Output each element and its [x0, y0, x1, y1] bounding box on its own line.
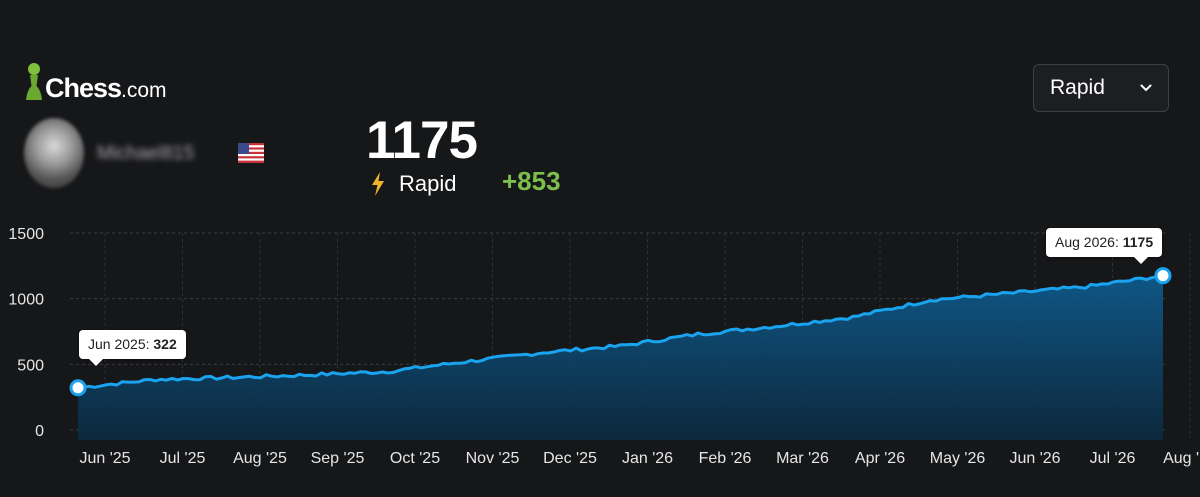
- x-tick-label: May '26: [930, 450, 986, 467]
- start-point-marker: [69, 379, 87, 397]
- logo-text: Chess.com: [45, 73, 167, 103]
- x-tick-label: Jul '26: [1090, 450, 1136, 467]
- x-tick-label: Jun '25: [79, 450, 130, 467]
- x-tick-label: Feb '26: [699, 450, 752, 467]
- current-rating: 1175: [366, 111, 478, 170]
- username[interactable]: Michael815: [97, 143, 195, 164]
- y-tick-label: 0: [35, 423, 44, 440]
- us-flag-icon: [238, 143, 264, 163]
- x-tick-label: Mar '26: [776, 450, 829, 467]
- x-tick-label: Jun '26: [1009, 450, 1060, 467]
- x-axis: Jun '25 Jul '25 Aug '25 Sep '25 Oct '25 Nov '…: [79, 450, 1200, 467]
- chevron-down-icon: [1140, 84, 1152, 92]
- x-tick-label: Apr '26: [855, 450, 905, 467]
- x-tick-label: Sep '25: [311, 450, 365, 467]
- end-point-marker: [1154, 267, 1172, 285]
- lightning-bolt-icon: [372, 172, 384, 196]
- y-tick-label: 1000: [8, 292, 44, 309]
- avatar: [24, 118, 84, 188]
- x-tick-label: Dec '25: [543, 450, 597, 467]
- x-tick-label: Aug '25: [233, 450, 287, 467]
- chess-com-logo[interactable]: Chess.com: [24, 62, 167, 102]
- y-tick-label: 500: [17, 357, 44, 374]
- y-tick-label: 1500: [8, 226, 44, 243]
- rating-line: [77, 274, 1164, 390]
- x-tick-label: Aug '26: [1163, 450, 1200, 467]
- time-control-label: Rapid: [399, 171, 457, 196]
- y-axis: 0 500 1000 1500: [8, 226, 44, 440]
- x-tick-label: Oct '25: [390, 450, 440, 467]
- pawn-icon: [26, 63, 42, 100]
- end-tooltip: Aug 2026: 1175: [1046, 228, 1163, 264]
- x-tick-label: Jul '25: [160, 450, 206, 467]
- rating-area: [78, 275, 1163, 440]
- select-value: Rapid: [1050, 76, 1105, 99]
- x-tick-label: Jan '26: [622, 450, 673, 467]
- start-tooltip: Jun 2025: 322: [79, 330, 186, 366]
- x-tick-label: Nov '25: [466, 450, 520, 467]
- rating-change: +853: [502, 166, 561, 196]
- time-control-select[interactable]: Rapid: [1033, 64, 1169, 112]
